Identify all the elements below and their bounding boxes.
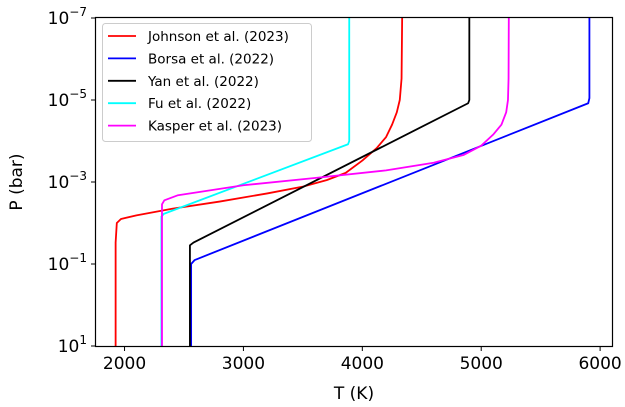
legend-label-borsa-et-al-2022: Borsa et al. (2022) — [148, 51, 274, 67]
y-tick-label: 10−3 — [48, 169, 87, 193]
x-tick-label: 2000 — [103, 354, 146, 374]
series-line-johnson-et-al-2023 — [114, 18, 404, 346]
x-tick-label: 5000 — [460, 354, 503, 374]
legend-label-fu-et-al-2022: Fu et al. (2022) — [148, 96, 251, 112]
y-axis: 10−7 10−5 10−3 10−1 101 — [48, 5, 96, 357]
x-axis: 2000 3000 4000 5000 6000 — [103, 346, 622, 374]
series-line-yan-et-al-2022 — [189, 18, 471, 346]
x-tick-label: 4000 — [341, 354, 384, 374]
y-axis-title: P (bar) — [7, 153, 27, 210]
legend-box — [102, 23, 312, 142]
x-tick-label: 6000 — [578, 354, 621, 374]
y-tick-label: 101 — [58, 333, 87, 357]
y-tick-label: 10−5 — [48, 87, 87, 111]
legend-label-kasper-et-al-2023: Kasper et al. (2023) — [148, 119, 282, 135]
x-tick-label: 3000 — [222, 354, 265, 374]
x-axis-title: T (K) — [333, 384, 374, 404]
series-layer — [114, 18, 591, 346]
legend-label-johnson-et-al-2023: Johnson et al. (2023) — [147, 29, 289, 45]
series-line-kasper-et-al-2023 — [161, 18, 510, 346]
legend-label-yan-et-al-2022: Yan et al. (2022) — [147, 74, 259, 90]
legend: Johnson et al. (2023) Borsa et al. (2022)… — [102, 23, 312, 142]
y-tick-label: 10−1 — [48, 251, 87, 275]
y-tick-label: 10−7 — [48, 5, 87, 29]
series-line-borsa-et-al-2022 — [190, 18, 591, 346]
